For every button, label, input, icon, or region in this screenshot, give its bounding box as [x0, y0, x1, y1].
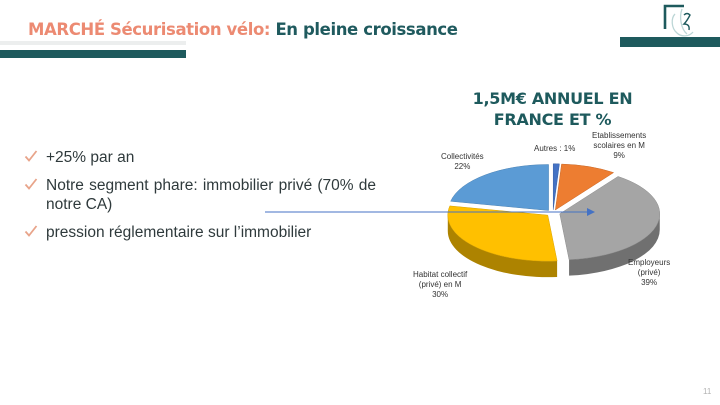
checkmark-icon — [24, 178, 38, 190]
pie-slice — [559, 176, 660, 260]
label-collectivites: Collectivités 22% — [441, 152, 484, 171]
bullet-text: +25% par an — [46, 149, 135, 166]
title-underline-shadow — [0, 41, 186, 45]
checkmark-icon — [24, 225, 38, 237]
title-part-market: MARCHÉ Sécurisation vélo: — [28, 20, 276, 39]
bullet-list: +25% par an Notre segment phare: immobil… — [24, 148, 376, 251]
checkmark-icon — [24, 150, 38, 162]
pie-slice-side — [569, 213, 660, 276]
label-habitat: Habitat collectif (privé) en M 30% — [413, 270, 468, 299]
pie-slice — [450, 164, 549, 211]
bullet-text: pression réglementaire sur l’immobilier — [46, 224, 312, 241]
slide-title: MARCHÉ Sécurisation vélo: En pleine croi… — [28, 20, 458, 39]
pie-slice — [555, 163, 615, 211]
label-autres: Autres : 1% — [534, 144, 576, 153]
pie-slice-side — [447, 215, 558, 278]
pie-chart — [447, 163, 660, 278]
bullet-text: Notre segment phare: immobilier privé (7… — [46, 177, 376, 213]
connector-arrow — [265, 208, 595, 216]
header-right-bar — [620, 37, 720, 47]
company-logo-icon — [663, 4, 694, 37]
title-part-growth: En pleine croissance — [275, 20, 458, 39]
chart-title: 1,5M€ ANNUEL EN FRANCE ET % — [472, 89, 633, 129]
label-employeurs: Employeurs (privé) 39% — [628, 258, 671, 287]
bullet-item: Notre segment phare: immobilier privé (7… — [24, 176, 376, 214]
page-number: 11 — [703, 387, 712, 396]
bullet-item: pression réglementaire sur l’immobilier — [24, 223, 376, 242]
bullet-item: +25% par an — [24, 148, 376, 167]
title-underline-bar — [0, 50, 186, 58]
pie-slice — [447, 205, 558, 262]
pie-slice — [552, 163, 560, 210]
label-etablissements: Etablissements scolaires en M 9% — [592, 131, 647, 160]
